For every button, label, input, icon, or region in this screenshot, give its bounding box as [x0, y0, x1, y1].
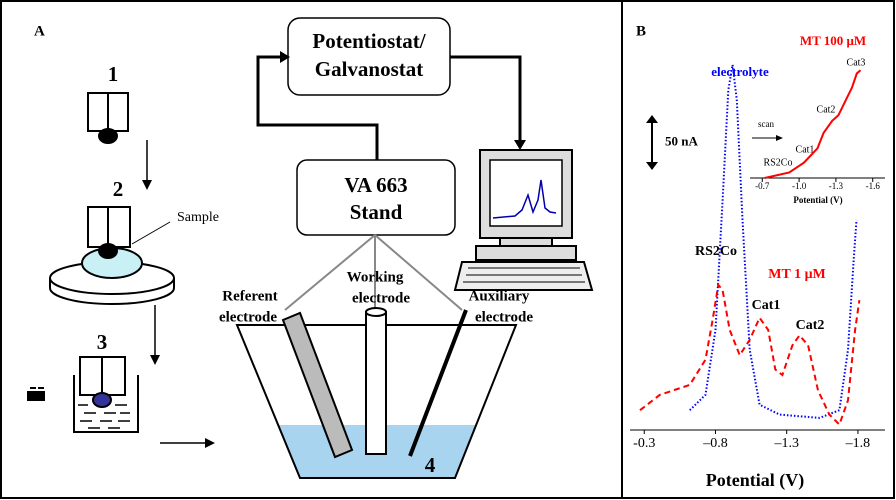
- series-line: [640, 285, 859, 425]
- step-label: 4: [425, 453, 436, 477]
- connector: [450, 57, 520, 142]
- stand-label: Stand: [350, 200, 403, 224]
- stand-label: VA 663: [344, 173, 407, 197]
- x-tick-label: –1.3: [773, 436, 799, 451]
- series-label: electrolyte: [711, 64, 769, 79]
- series-line: [690, 65, 857, 418]
- monitor-base: [500, 238, 552, 246]
- panel-a-labels: 1 2 3 4 Sample Potentiostat/ Galvanostat…: [97, 29, 534, 477]
- annotation: Cat3: [847, 57, 866, 68]
- annotation: Cat2: [817, 104, 836, 115]
- pointer: [132, 222, 170, 244]
- annotation: scan: [758, 119, 774, 129]
- arrowhead: [646, 115, 658, 123]
- panel-label: A: [34, 23, 45, 39]
- solution: [78, 405, 130, 428]
- annotation: Cat2: [796, 318, 825, 333]
- sample-label: Sample: [177, 210, 219, 225]
- panel-label: B: [636, 23, 646, 39]
- arrowhead: [776, 135, 783, 141]
- electrode-label: Auxiliary: [469, 288, 530, 304]
- electrode-label: electrode: [475, 309, 533, 325]
- annotation: RS2Co: [695, 244, 737, 259]
- electrode-label: Working: [347, 269, 404, 285]
- series-label: MT 1 μM: [768, 267, 825, 282]
- icon: [28, 388, 44, 400]
- drop: [93, 393, 111, 407]
- screen: [490, 160, 562, 226]
- x-tick-label: –1.8: [845, 436, 871, 451]
- potentiostat-label: Potentiostat/: [312, 29, 426, 53]
- keyboard: [455, 262, 592, 290]
- figure: A: [0, 0, 896, 500]
- inset-x-label: Potential (V): [793, 195, 842, 205]
- x-tick-label: -0.7: [755, 181, 770, 191]
- scale-bar-label: 50 nA: [665, 133, 698, 148]
- electrode-label: electrode: [352, 290, 410, 306]
- arrowhead: [205, 438, 215, 448]
- step-label: 3: [97, 330, 108, 354]
- computer-case: [476, 246, 576, 260]
- step-label: 2: [113, 177, 124, 201]
- x-tick-label: -1.3: [829, 181, 844, 191]
- arrowhead: [150, 355, 160, 365]
- x-tick-label: -1.0: [792, 181, 807, 191]
- annotation: Cat1: [752, 298, 781, 313]
- x-tick-label: -1.6: [866, 181, 881, 191]
- x-tick-label: -0.3: [633, 436, 655, 451]
- x-tick-label: –0.8: [702, 436, 728, 451]
- series-label: MT 100 μM: [800, 33, 866, 48]
- arrowhead: [514, 140, 526, 150]
- working-electrode: [366, 312, 386, 454]
- drop: [99, 129, 117, 143]
- working-electrode-top: [366, 308, 386, 316]
- panel-a: A: [28, 18, 592, 478]
- step-label: 1: [108, 62, 119, 86]
- arrowhead: [646, 162, 658, 170]
- electrode-label: electrode: [219, 309, 277, 325]
- drop: [99, 244, 117, 258]
- arrowhead: [142, 180, 152, 190]
- electrode-label: Referent: [222, 288, 278, 304]
- potentiostat-label: Galvanostat: [315, 57, 424, 81]
- annotation: RS2Co: [764, 157, 793, 168]
- x-axis-label: Potential (V): [706, 470, 804, 491]
